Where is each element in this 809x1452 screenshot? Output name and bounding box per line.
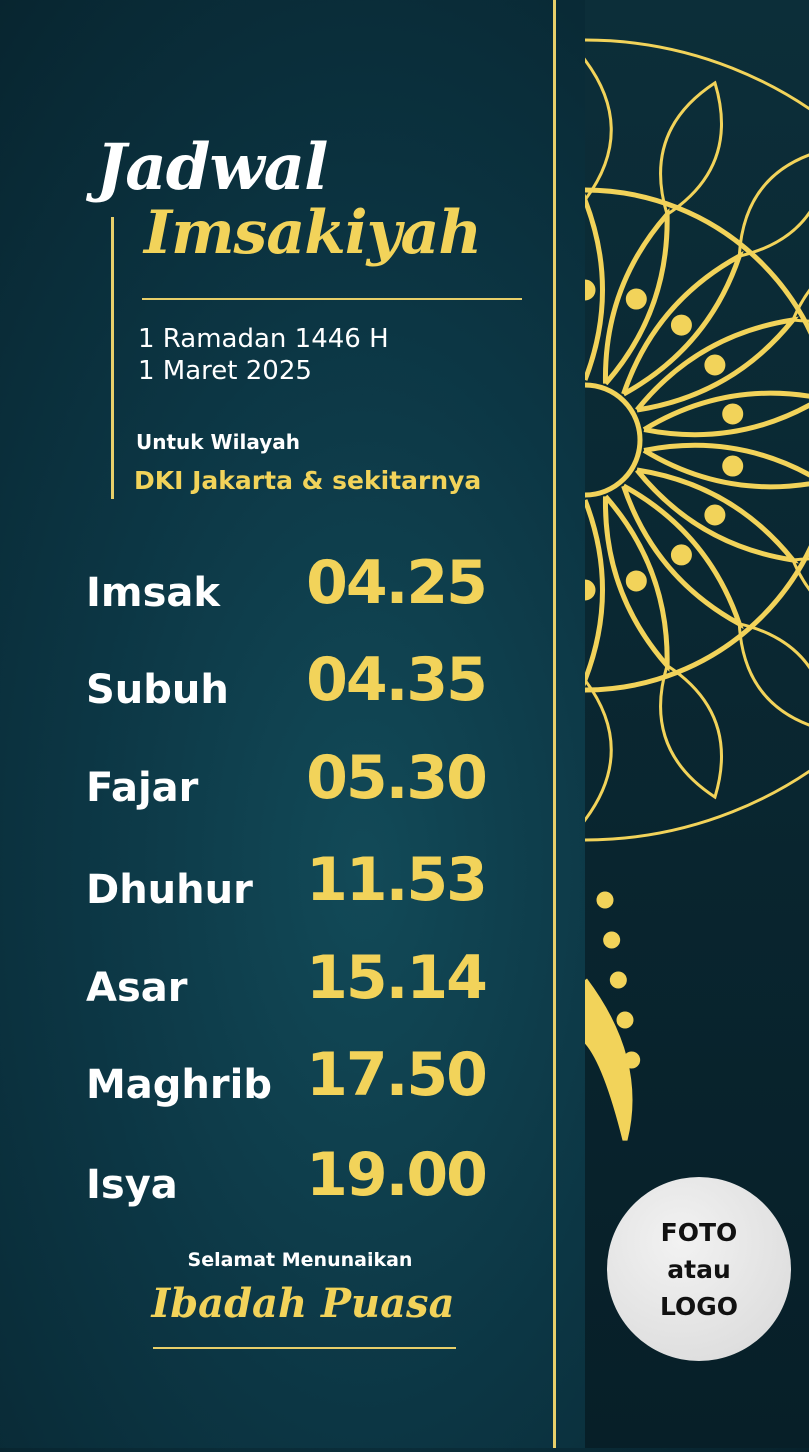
mandala-shape	[527, 382, 643, 498]
mandala-outer-petal	[557, 679, 613, 823]
logo-text-1: FOTO	[660, 1217, 738, 1247]
prayer-row: Subuh 04.35	[86, 645, 506, 735]
prayer-name: Subuh	[86, 667, 229, 713]
mandala-dot	[574, 579, 596, 601]
mandala-petal	[603, 207, 670, 386]
mandala-dot	[574, 279, 596, 301]
mandala-dot	[609, 971, 627, 989]
mandala-petal	[603, 494, 670, 673]
mandala-outer-petal	[737, 622, 809, 727]
prayer-row: Dhuhur 11.53	[86, 845, 506, 935]
mandala-outer-petal	[659, 80, 723, 216]
mandala-shape	[332, 187, 809, 693]
mandala-tip	[582, 978, 633, 1141]
mandala-outer-petal	[659, 664, 723, 800]
date-block: 1 Ramadan 1446 H 1 Maret 2025	[138, 323, 389, 387]
mandala-dot	[596, 891, 614, 909]
prayer-name: Fajar	[86, 765, 199, 811]
logo-placeholder: FOTO atau LOGO	[607, 1177, 791, 1361]
mandala-dot	[616, 1011, 634, 1029]
prayer-row: Maghrib 17.50	[86, 1040, 506, 1130]
mandala-dot	[670, 314, 692, 336]
prayer-name: Asar	[86, 965, 188, 1011]
prayer-time: 05.30	[306, 743, 488, 813]
title-jadwal: Jadwal	[96, 130, 328, 205]
mandala-shape	[183, 38, 809, 842]
prayer-time: 11.53	[306, 845, 488, 915]
prayer-row: Fajar 05.30	[86, 743, 506, 833]
prayer-name: Maghrib	[86, 1062, 272, 1108]
greeting-small: Selamat Menunaikan	[187, 1249, 413, 1271]
prayer-row: Asar 15.14	[86, 943, 506, 1033]
greeting-underline	[153, 1347, 456, 1349]
mandala-dot	[625, 288, 647, 310]
mandala-dot	[670, 544, 692, 566]
prayer-time: 15.14	[306, 943, 488, 1013]
prayer-row: Isya 19.00	[86, 1140, 506, 1230]
mandala-petal	[635, 316, 799, 413]
gold-divider	[553, 0, 556, 1448]
mandala-dot	[625, 570, 647, 592]
logo-text-2: atau	[667, 1254, 731, 1284]
prayer-name: Dhuhur	[86, 867, 253, 913]
hijri-date: 1 Ramadan 1446 H	[138, 324, 389, 354]
prayer-time: 04.35	[306, 645, 488, 715]
horizontal-accent-line	[142, 298, 522, 300]
mandala-outer-petal	[737, 153, 809, 258]
prayer-time: 17.50	[306, 1040, 488, 1110]
mandala-dot	[704, 504, 726, 526]
mandala-dot	[722, 455, 744, 477]
prayer-name: Imsak	[86, 570, 220, 616]
mandala-petal	[642, 390, 809, 438]
region-name: DKI Jakarta & sekitarnya	[134, 466, 482, 495]
vertical-accent-line	[111, 217, 114, 499]
prayer-name: Isya	[86, 1162, 178, 1208]
region-label: Untuk Wilayah	[136, 430, 300, 454]
mandala-petal	[642, 442, 809, 490]
mandala-dot	[704, 354, 726, 376]
prayer-time: 04.25	[306, 548, 488, 618]
mandala-outer-petal	[557, 57, 613, 201]
mandala-petal	[635, 467, 799, 564]
gregorian-date: 1 Maret 2025	[138, 356, 312, 386]
logo-text-3: LOGO	[659, 1291, 739, 1321]
prayer-time: 19.00	[306, 1140, 488, 1210]
title-imsakiyah: Imsakiyah	[144, 198, 482, 268]
mandala-dot	[722, 403, 744, 425]
mandala-dot	[603, 931, 621, 949]
greeting-main: Ibadah Puasa	[151, 1280, 455, 1327]
prayer-row: Imsak 04.25	[86, 548, 506, 638]
